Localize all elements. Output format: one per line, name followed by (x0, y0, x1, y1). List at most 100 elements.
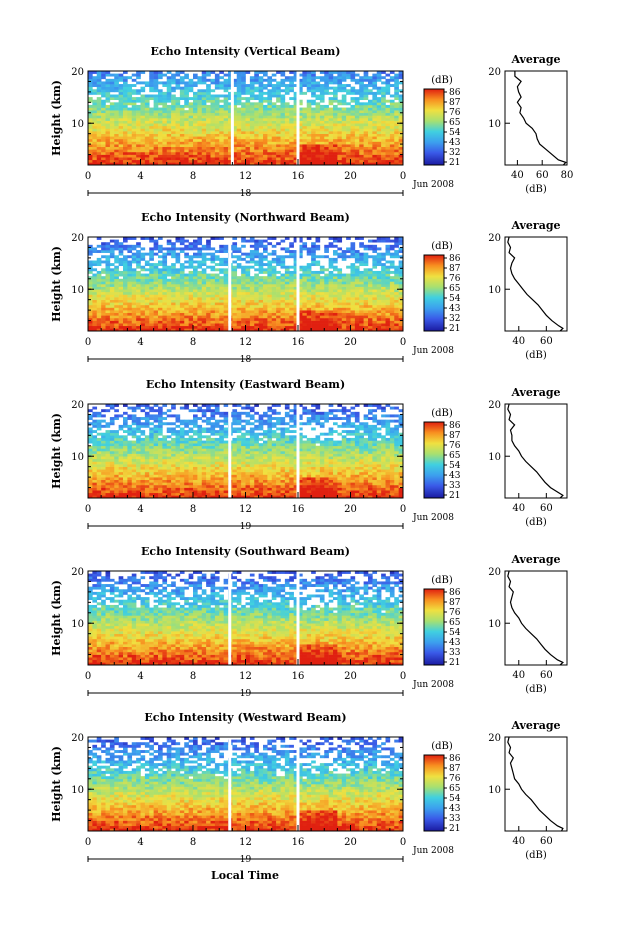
y-tick-label: 20 (71, 400, 84, 411)
x-tick-label: 8 (190, 337, 196, 348)
panel-2: Echo Intensity (Northward Beam) 20 10 Heigh… (50, 211, 568, 365)
data-gap (296, 571, 300, 665)
colorbar-tick-label: 76 (449, 108, 461, 118)
profile-x-tick-label: 60 (536, 170, 549, 181)
colorbar-tick-label: 43 (449, 804, 461, 814)
x-tick-label: 0 (400, 504, 406, 515)
date-label: 19 (240, 522, 252, 532)
x-tick-label: 20 (344, 504, 357, 515)
month-label: Jun 2008 (412, 346, 454, 356)
profile-x-label: (dB) (525, 850, 547, 861)
data-gap (296, 737, 300, 831)
colorbar-tick-label: 76 (449, 441, 461, 451)
month-label: Jun 2008 (412, 846, 454, 856)
colorbar-tick-label: 21 (449, 491, 460, 501)
profile-line (507, 570, 564, 666)
heatmap (88, 71, 404, 166)
colorbar-tick-label: 21 (449, 158, 460, 168)
x-tick-label: 20 (344, 171, 357, 182)
panel-title: Echo Intensity (Vertical Beam) (150, 45, 340, 58)
profile-x-label: (dB) (525, 517, 547, 528)
profile-y-tick-label: 10 (488, 785, 501, 796)
x-tick-label: 16 (292, 171, 305, 182)
date-label: 18 (240, 189, 252, 199)
colorbar-tick-label: 65 (449, 784, 461, 794)
colorbar-unit: (dB) (431, 741, 453, 752)
y-tick-label: 10 (71, 119, 84, 130)
x-tick-label: 20 (344, 337, 357, 348)
x-tick-label: 16 (292, 837, 305, 848)
colorbar-tick-label: 87 (449, 598, 461, 608)
colorbar-tick-label: 54 (449, 294, 461, 304)
y-tick-label: 20 (71, 567, 84, 578)
data-gap (228, 404, 232, 498)
x-tick-label: 4 (137, 837, 143, 848)
x-tick-label: 16 (292, 337, 305, 348)
date-label: 19 (240, 689, 252, 699)
colorbar-tick-label: 21 (449, 658, 460, 668)
profile-x-tick-label: 80 (561, 170, 574, 181)
x-tick-label: 8 (190, 671, 196, 682)
profile-line (514, 71, 567, 166)
colorbar-tick-label: 87 (449, 431, 461, 441)
x-tick-label: 4 (137, 504, 143, 515)
data-gap (230, 71, 234, 165)
x-tick-label: 12 (239, 504, 252, 515)
panel-title: Echo Intensity (Westward Beam) (144, 711, 346, 724)
date-label: 19 (240, 855, 252, 865)
y-tick-label: 10 (71, 785, 84, 796)
profile-y-tick-label: 10 (488, 119, 501, 130)
profile-frame (504, 736, 568, 832)
colorbar-tick-label: 32 (449, 148, 460, 158)
panel-4: Echo Intensity (Southward Beam) 20 10 Heigh… (50, 545, 568, 699)
colorbar-unit: (dB) (431, 241, 453, 252)
colorbar-tick-label: 65 (449, 118, 461, 128)
colorbar-tick-label: 32 (449, 314, 460, 324)
y-axis-label: Height (km) (50, 246, 63, 322)
colorbar-tick-label: 54 (449, 794, 461, 804)
y-axis-label: Height (km) (50, 80, 63, 156)
profile-x-tick-label: 40 (512, 836, 525, 847)
colorbar-tick-label: 76 (449, 774, 461, 784)
colorbar-tick-label: 86 (449, 754, 461, 764)
date-label: 18 (240, 355, 252, 365)
x-tick-label: 8 (190, 837, 196, 848)
profile-y-tick-label: 20 (488, 233, 501, 244)
profile-x-tick-label: 60 (540, 670, 553, 681)
x-tick-label: 16 (292, 504, 305, 515)
colorbar-unit: (dB) (431, 408, 453, 419)
heatmap (88, 571, 404, 666)
colorbar-tick-label: 65 (449, 618, 461, 628)
colorbar-tick-label: 86 (449, 254, 461, 264)
profile-y-tick-label: 10 (488, 452, 501, 463)
profile-y-tick-label: 20 (488, 400, 501, 411)
colorbar-tick-label: 43 (449, 471, 461, 481)
profile-frame (504, 570, 568, 666)
month-label: Jun 2008 (412, 513, 454, 523)
colorbar-unit: (dB) (431, 75, 453, 86)
profile-frame (504, 70, 568, 166)
x-tick-label: 12 (239, 837, 252, 848)
x-tick-label: 0 (400, 837, 406, 848)
x-tick-label: 12 (239, 171, 252, 182)
profile-line (507, 403, 564, 499)
colorbar-tick-label: 86 (449, 88, 461, 98)
data-gap (296, 404, 300, 498)
figure-xlabel: Local Time (211, 869, 279, 882)
profile-title: Average (510, 53, 560, 66)
profile-y-tick-label: 20 (488, 733, 501, 744)
colorbar-tick-label: 86 (449, 588, 461, 598)
x-tick-label: 0 (400, 337, 406, 348)
profile-title: Average (510, 219, 560, 232)
colorbar-tick-label: 87 (449, 764, 461, 774)
profile-x-tick-label: 60 (540, 336, 553, 347)
x-tick-label: 0 (400, 671, 406, 682)
x-tick-label: 0 (85, 837, 91, 848)
profile-x-tick-label: 40 (511, 170, 524, 181)
heatmap (88, 404, 404, 499)
profile-line (507, 736, 564, 832)
data-gap (228, 571, 232, 665)
colorbar-unit: (dB) (431, 575, 453, 586)
profile-x-tick-label: 40 (512, 336, 525, 347)
